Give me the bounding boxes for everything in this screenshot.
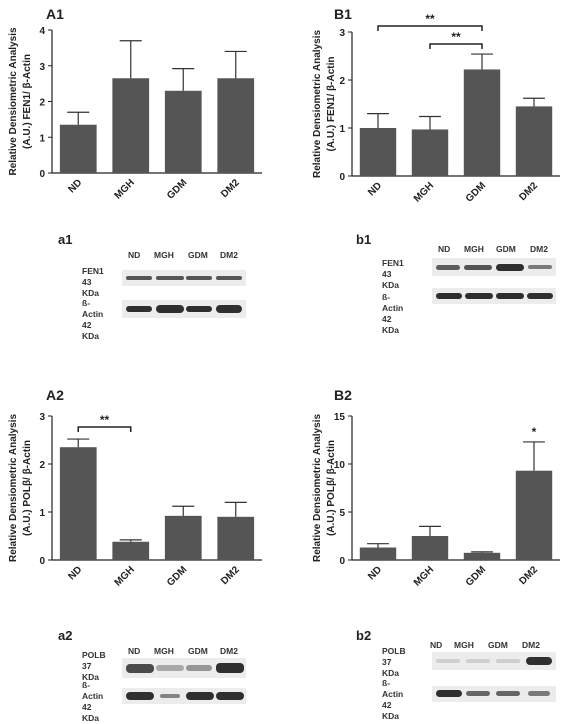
x-tick-label: ND bbox=[366, 564, 384, 582]
blot-strip-actin bbox=[122, 688, 246, 704]
panel-label-b2: b2 bbox=[356, 628, 372, 643]
significance-star: * bbox=[532, 425, 537, 439]
y-axis-label: (A.U.) FEN1/ β-Actin bbox=[326, 57, 337, 152]
actin-label: ß-Actin 42 KDa bbox=[82, 298, 104, 341]
bar-ND bbox=[359, 547, 397, 560]
chart-B1-fen1-bar-chart: 0 1 2 3 Relative Densiometric Analysis (A.U.)… bbox=[312, 12, 560, 205]
lane-label: ND bbox=[430, 640, 443, 650]
x-tick-label: DM2 bbox=[517, 564, 540, 587]
blot-strip-polb bbox=[432, 652, 556, 670]
lane-label: ND bbox=[438, 244, 451, 254]
protein-label: POLB 37 KDa bbox=[82, 650, 106, 682]
panel-label-b1: b1 bbox=[356, 232, 372, 247]
actin-label: ß-Actin 42 KDa bbox=[82, 680, 104, 723]
significance-star: ** bbox=[425, 12, 435, 26]
y-axis-label: Relative Densiometric Analysis bbox=[312, 414, 323, 562]
y-axis-label: (A.U.) FEN1/ β-Actin bbox=[22, 54, 33, 149]
x-tick-label: GDM bbox=[464, 564, 488, 588]
y-axis-label: (A.U.) POLβ/ β-Actin bbox=[22, 440, 33, 536]
y-tick-label: 0 bbox=[39, 169, 45, 180]
panel-label-a1: a1 bbox=[58, 232, 73, 247]
y-tick-label: 2 bbox=[39, 460, 45, 471]
y-tick-label: 1 bbox=[39, 133, 45, 144]
lane-label: GDM bbox=[488, 640, 508, 650]
bar-GDM bbox=[164, 90, 202, 173]
panel-label-A1: A1 bbox=[46, 6, 64, 22]
y-tick-label: 0 bbox=[339, 556, 345, 567]
chart-B2-polb-bar-chart: 0 5 10 15 Relative Densiometric Analysis (A.U… bbox=[312, 412, 560, 589]
protein-label: FEN1 43 KDa bbox=[82, 266, 104, 298]
y-axis-label: Relative Densiometric Analysis bbox=[312, 30, 323, 178]
bar-DM2 bbox=[515, 106, 553, 176]
y-tick-label: 3 bbox=[39, 412, 45, 423]
bar-MGH bbox=[411, 129, 449, 176]
bar-ND bbox=[59, 124, 97, 173]
bar-ND bbox=[359, 128, 397, 176]
bar-GDM bbox=[164, 515, 202, 560]
y-tick-label: 5 bbox=[339, 508, 345, 519]
significance-bracket bbox=[429, 43, 483, 49]
lane-label: GDM bbox=[188, 646, 208, 656]
blot-strip-fen1 bbox=[122, 270, 246, 286]
bar-DM2 bbox=[217, 78, 255, 173]
bar-GDM bbox=[463, 69, 501, 176]
y-tick-label: 10 bbox=[334, 460, 346, 471]
significance-star: ** bbox=[451, 30, 461, 44]
actin-label: ß-Actin 42 KDa bbox=[382, 678, 404, 721]
panel-label-a2: a2 bbox=[58, 628, 73, 643]
significance-bracket bbox=[377, 25, 483, 31]
y-axis-label: Relative Densiometric Analysis bbox=[8, 414, 19, 562]
y-tick-label: 1 bbox=[339, 124, 345, 135]
bar-GDM bbox=[463, 552, 501, 560]
panel-label-B1: B1 bbox=[334, 6, 352, 22]
bar-ND bbox=[59, 447, 97, 560]
bar-MGH bbox=[112, 541, 150, 560]
y-tick-label: 0 bbox=[339, 172, 345, 183]
y-tick-label: 3 bbox=[339, 28, 345, 39]
lane-label: GDM bbox=[496, 244, 516, 254]
panel-label-B2: B2 bbox=[334, 387, 352, 403]
y-tick-label: 1 bbox=[39, 508, 45, 519]
lane-label: DM2 bbox=[220, 646, 238, 656]
lane-label: MGH bbox=[154, 250, 174, 260]
lane-label: MGH bbox=[154, 646, 174, 656]
y-axis-label: (A.U.) POLβ/ β-Actin bbox=[326, 440, 337, 536]
bar-DM2 bbox=[217, 516, 255, 560]
protein-label: POLB 37 KDa bbox=[382, 646, 406, 678]
significance-star: ** bbox=[100, 413, 110, 427]
protein-label: FEN1 43 KDa bbox=[382, 258, 404, 290]
lane-label: MGH bbox=[454, 640, 474, 650]
x-tick-label: MGH bbox=[412, 564, 436, 588]
y-tick-label: 2 bbox=[339, 76, 345, 87]
y-tick-label: 2 bbox=[39, 98, 45, 109]
blot-strip-actin bbox=[432, 288, 556, 304]
lane-label: ND bbox=[128, 646, 141, 656]
bar-DM2 bbox=[515, 470, 553, 560]
actin-label: ß-Actin 42 KDa bbox=[382, 292, 404, 335]
chart-A2-polb-bar-chart: 0 1 2 3 Relative Densiometric Analysis (A.U.)… bbox=[8, 412, 262, 589]
chart-A1-fen1-bar-chart: 0 1 2 3 4 Relative Densiometric Analysis (A.U.… bbox=[8, 26, 262, 202]
y-tick-label: 15 bbox=[334, 412, 346, 423]
lane-label: DM2 bbox=[220, 250, 238, 260]
y-tick-label: 0 bbox=[39, 556, 45, 567]
panel-label-A2: A2 bbox=[46, 387, 64, 403]
blot-strip-actin bbox=[432, 686, 556, 702]
bar-MGH bbox=[411, 536, 449, 560]
bar-MGH bbox=[112, 78, 150, 173]
lane-label: DM2 bbox=[522, 640, 540, 650]
blot-strip-fen1 bbox=[432, 258, 556, 276]
blot-strip-actin bbox=[122, 300, 246, 318]
y-axis-label: Relative Densiometric Analysis bbox=[8, 27, 19, 175]
lane-label: GDM bbox=[188, 250, 208, 260]
significance-bracket bbox=[77, 426, 132, 433]
lane-label: MGH bbox=[464, 244, 484, 254]
lane-label: DM2 bbox=[530, 244, 548, 254]
y-tick-label: 3 bbox=[39, 62, 45, 73]
lane-label: ND bbox=[128, 250, 141, 260]
blot-strip-polb bbox=[122, 658, 246, 678]
y-tick-label: 4 bbox=[39, 26, 45, 37]
